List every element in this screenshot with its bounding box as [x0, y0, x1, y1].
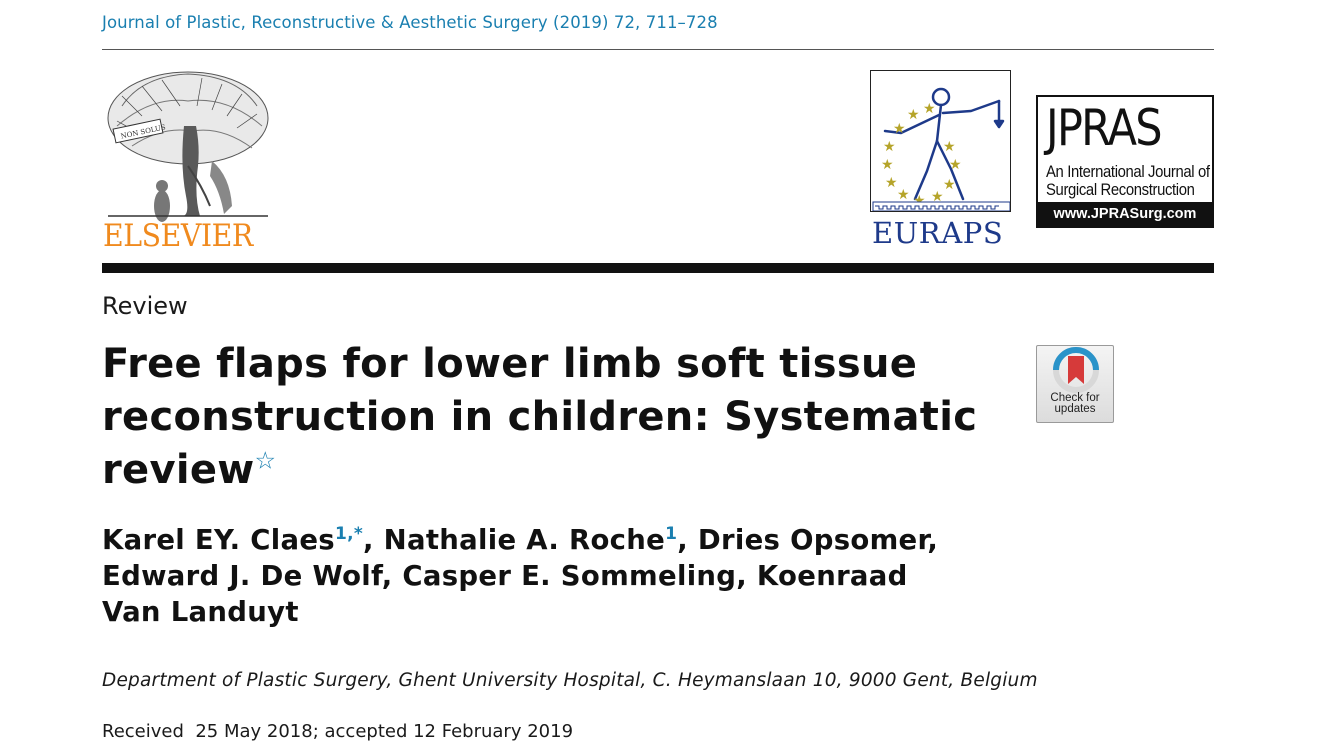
svg-text:★: ★: [943, 177, 956, 193]
author-separator: ,: [363, 524, 384, 556]
svg-text:★: ★: [943, 139, 956, 155]
bookmark-ribbon-icon: [1053, 347, 1099, 393]
jpras-subtitle-line1: An International Journal of: [1046, 163, 1210, 181]
affiliation-mark[interactable]: 1,*: [334, 523, 364, 544]
author-affiliation: Department of Plastic Surgery, Ghent Uni…: [102, 670, 1038, 691]
title-footnote-star-icon[interactable]: ☆: [254, 446, 277, 475]
received-accepted-dates: Received 25 May 2018; accepted 12 Februa…: [102, 721, 574, 742]
author-list: Karel EY. Claes1,*, Nathalie A. Roche1, …: [102, 522, 962, 630]
svg-text:★: ★: [885, 175, 898, 191]
author-name[interactable]: Koenraad Van Landuyt: [102, 560, 908, 628]
svg-text:★: ★: [883, 139, 896, 155]
article-title: Free flaps for lower limb soft tissue re…: [102, 338, 1002, 497]
author-separator: ,: [677, 524, 698, 556]
jpras-logo[interactable]: JPRAS An International Journal of Surgic…: [1036, 95, 1214, 228]
check-for-updates-label: Check for updates: [1050, 392, 1100, 415]
author-name[interactable]: Karel EY. Claes: [102, 524, 335, 556]
journal-citation[interactable]: Journal of Plastic, Reconstructive & Aes…: [102, 13, 718, 32]
author-name[interactable]: Dries Opsomer: [697, 524, 928, 556]
jpras-title: JPRAS: [1046, 99, 1163, 157]
author-name[interactable]: Nathalie A. Roche: [383, 524, 666, 556]
author-separator: ,: [736, 560, 757, 592]
author-separator: ,: [381, 560, 403, 592]
svg-text:★: ★: [897, 187, 910, 203]
header-divider: [102, 49, 1214, 50]
author-name[interactable]: Casper E. Sommeling: [402, 560, 737, 592]
elsevier-tree-logo: NON SOLUS: [107, 71, 269, 222]
elsevier-wordmark: ELSEVIER: [103, 219, 253, 254]
check-for-updates-button[interactable]: Check for updates: [1036, 345, 1114, 423]
svg-text:★: ★: [923, 101, 936, 117]
svg-text:★: ★: [907, 107, 920, 123]
euraps-wordmark: EURAPS: [872, 216, 1004, 250]
author-name[interactable]: Edward J. De Wolf: [102, 560, 382, 592]
svg-text:★: ★: [931, 189, 944, 205]
jpras-subtitle-line2: Surgical Reconstruction: [1046, 181, 1195, 199]
svg-text:★: ★: [893, 121, 906, 137]
svg-text:★: ★: [949, 157, 962, 173]
svg-text:★: ★: [881, 157, 894, 173]
article-type: Review: [102, 292, 188, 320]
affiliation-mark[interactable]: 1: [665, 523, 678, 544]
article-title-text: Free flaps for lower limb soft tissue re…: [102, 341, 978, 493]
masthead-divider: [102, 263, 1214, 273]
author-separator: ,: [927, 524, 939, 556]
jpras-url[interactable]: www.JPRASurg.com: [1038, 202, 1212, 226]
euraps-logo: ★ ★ ★ ★ ★ ★ ★ ★ ★ ★ ★ ★: [870, 70, 1011, 212]
